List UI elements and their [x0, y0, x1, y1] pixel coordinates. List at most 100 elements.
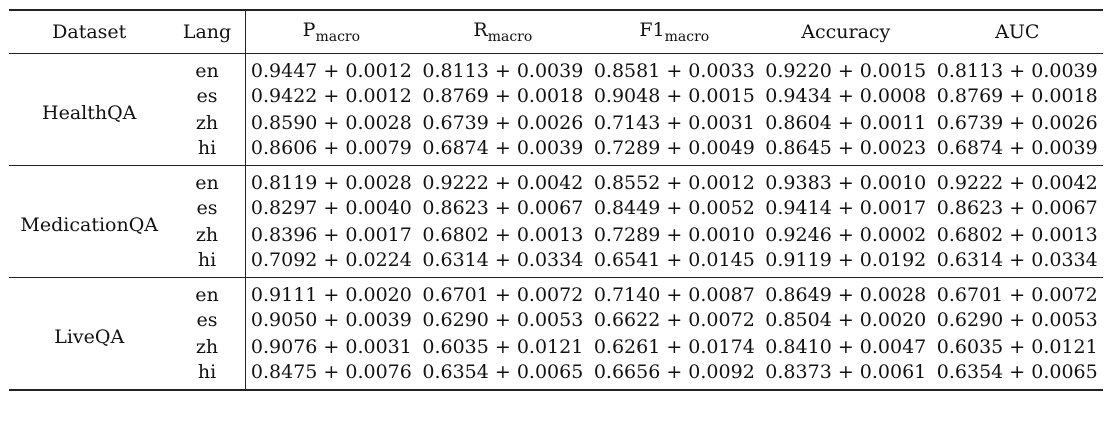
precision-cell: 0.9111 + 0.0020 — [250, 284, 412, 306]
lang-cell: en — [169, 165, 246, 194]
results-table: Dataset Lang Pmacro Rmacro F1macro Accur… — [9, 9, 1103, 391]
auc-cell: 0.8623 + 0.0067 — [936, 196, 1098, 219]
header-accuracy: Accuracy — [801, 21, 891, 43]
recall-cell: 0.6874 + 0.0039 — [422, 137, 584, 159]
recall-cell: 0.9222 + 0.0042 — [422, 172, 584, 194]
accuracy-cell: 0.8410 + 0.0047 — [765, 336, 927, 359]
header-precision: Pmacro — [245, 10, 417, 54]
group-liveqa: LiveQA en 0.9111 + 0.0020 0.6701 + 0.007… — [9, 277, 1103, 390]
header-precision-sub: macro — [315, 28, 361, 45]
accuracy-cell: 0.9246 + 0.0002 — [765, 224, 927, 247]
auc-cell: 0.6701 + 0.0072 — [936, 284, 1098, 306]
recall-cell: 0.6701 + 0.0072 — [422, 284, 584, 306]
header-recall: Rmacro — [417, 10, 588, 54]
header-f1: F1macro — [589, 10, 760, 54]
f1-cell: 0.6622 + 0.0072 — [593, 308, 755, 331]
precision-cell: 0.8297 + 0.0040 — [250, 196, 412, 219]
table-row: hi 0.8475 + 0.0076 0.6354 + 0.0065 0.665… — [9, 361, 1103, 390]
auc-cell: 0.6290 + 0.0053 — [936, 308, 1098, 331]
f1-cell: 0.6656 + 0.0092 — [593, 361, 755, 383]
accuracy-cell: 0.9414 + 0.0017 — [765, 196, 927, 219]
header-auc: AUC — [995, 21, 1040, 43]
precision-cell: 0.9447 + 0.0012 — [250, 60, 412, 82]
recall-cell: 0.6802 + 0.0013 — [422, 224, 584, 247]
accuracy-cell: 0.9119 + 0.0192 — [765, 249, 927, 271]
dataset-name: HealthQA — [42, 101, 137, 124]
auc-cell: 0.6354 + 0.0065 — [936, 361, 1098, 383]
lang-cell: es — [169, 306, 246, 334]
table-row: es 0.9422 + 0.0012 0.8769 + 0.0018 0.904… — [9, 82, 1103, 110]
f1-cell: 0.7289 + 0.0049 — [593, 137, 755, 159]
header-dataset: Dataset — [52, 21, 127, 43]
f1-cell: 0.7143 + 0.0031 — [593, 112, 755, 135]
recall-cell: 0.8623 + 0.0067 — [422, 196, 584, 219]
recall-cell: 0.6035 + 0.0121 — [422, 336, 584, 359]
accuracy-cell: 0.9220 + 0.0015 — [765, 60, 927, 82]
auc-cell: 0.8113 + 0.0039 — [936, 60, 1098, 82]
lang-cell: es — [169, 194, 246, 222]
f1-cell: 0.9048 + 0.0015 — [593, 84, 755, 107]
f1-cell: 0.7140 + 0.0087 — [593, 284, 755, 306]
accuracy-cell: 0.8649 + 0.0028 — [765, 284, 927, 306]
header-f1-label: F1 — [639, 19, 665, 42]
table-row: zh 0.9076 + 0.0031 0.6035 + 0.0121 0.626… — [9, 333, 1103, 361]
header-recall-sub: macro — [487, 28, 533, 45]
accuracy-cell: 0.8373 + 0.0061 — [765, 361, 927, 383]
f1-cell: 0.6261 + 0.0174 — [593, 336, 755, 359]
table-row: es 0.9050 + 0.0039 0.6290 + 0.0053 0.662… — [9, 306, 1103, 334]
accuracy-cell: 0.8504 + 0.0020 — [765, 308, 927, 331]
table-row: hi 0.8606 + 0.0079 0.6874 + 0.0039 0.728… — [9, 137, 1103, 166]
accuracy-cell: 0.8604 + 0.0011 — [765, 112, 927, 135]
table-header: Dataset Lang Pmacro Rmacro F1macro Accur… — [9, 10, 1103, 54]
lang-cell: es — [169, 82, 246, 110]
f1-cell: 0.8581 + 0.0033 — [593, 60, 755, 82]
accuracy-cell: 0.8645 + 0.0023 — [765, 137, 927, 159]
precision-cell: 0.8119 + 0.0028 — [250, 172, 412, 194]
accuracy-cell: 0.9383 + 0.0010 — [765, 172, 927, 194]
table-row: LiveQA en 0.9111 + 0.0020 0.6701 + 0.007… — [9, 277, 1103, 348]
precision-cell: 0.9422 + 0.0012 — [250, 84, 412, 107]
auc-cell: 0.6874 + 0.0039 — [936, 137, 1098, 159]
f1-cell: 0.8552 + 0.0012 — [593, 172, 755, 194]
precision-cell: 0.8475 + 0.0076 — [250, 361, 412, 383]
precision-cell: 0.9076 + 0.0031 — [250, 336, 412, 359]
precision-cell: 0.8590 + 0.0028 — [250, 112, 412, 135]
lang-cell: en — [169, 277, 246, 306]
recall-cell: 0.6739 + 0.0026 — [422, 112, 584, 135]
auc-cell: 0.8769 + 0.0018 — [936, 84, 1098, 107]
dataset-name: MedicationQA — [20, 213, 159, 236]
header-row: Dataset Lang Pmacro Rmacro F1macro Accur… — [9, 10, 1103, 54]
lang-cell: zh — [169, 109, 246, 137]
f1-cell: 0.8449 + 0.0052 — [593, 196, 755, 219]
lang-cell: en — [169, 53, 246, 82]
recall-cell: 0.6290 + 0.0053 — [422, 308, 584, 331]
lang-cell: hi — [169, 249, 246, 278]
precision-cell: 0.8396 + 0.0017 — [250, 224, 412, 247]
group-healthqa: HealthQA en 0.9447 + 0.0012 0.8113 + 0.0… — [9, 53, 1103, 166]
auc-cell: 0.6739 + 0.0026 — [936, 112, 1098, 135]
table-row: MedicationQA en 0.8119 + 0.0028 0.9222 +… — [9, 165, 1103, 236]
recall-cell: 0.8769 + 0.0018 — [422, 84, 584, 107]
lang-cell: zh — [169, 221, 246, 249]
group-medicationqa: MedicationQA en 0.8119 + 0.0028 0.9222 +… — [9, 165, 1103, 278]
auc-cell: 0.9222 + 0.0042 — [936, 172, 1098, 194]
auc-cell: 0.6314 + 0.0334 — [936, 249, 1098, 271]
f1-cell: 0.6541 + 0.0145 — [593, 249, 755, 271]
precision-cell: 0.8606 + 0.0079 — [250, 137, 412, 159]
table-row: es 0.8297 + 0.0040 0.8623 + 0.0067 0.844… — [9, 194, 1103, 222]
header-recall-label: R — [473, 19, 488, 42]
lang-cell: zh — [169, 333, 246, 361]
recall-cell: 0.6354 + 0.0065 — [422, 361, 584, 383]
precision-cell: 0.9050 + 0.0039 — [250, 308, 412, 331]
recall-cell: 0.8113 + 0.0039 — [422, 60, 584, 82]
recall-cell: 0.6314 + 0.0334 — [422, 249, 584, 271]
header-precision-label: P — [302, 19, 316, 42]
header-f1-sub: macro — [664, 28, 710, 45]
header-lang: Lang — [169, 10, 246, 54]
f1-cell: 0.7289 + 0.0010 — [593, 224, 755, 247]
accuracy-cell: 0.9434 + 0.0008 — [765, 84, 927, 107]
lang-cell: hi — [169, 361, 246, 390]
auc-cell: 0.6802 + 0.0013 — [936, 224, 1098, 247]
precision-cell: 0.7092 + 0.0224 — [250, 249, 412, 271]
lang-cell: hi — [169, 137, 246, 166]
